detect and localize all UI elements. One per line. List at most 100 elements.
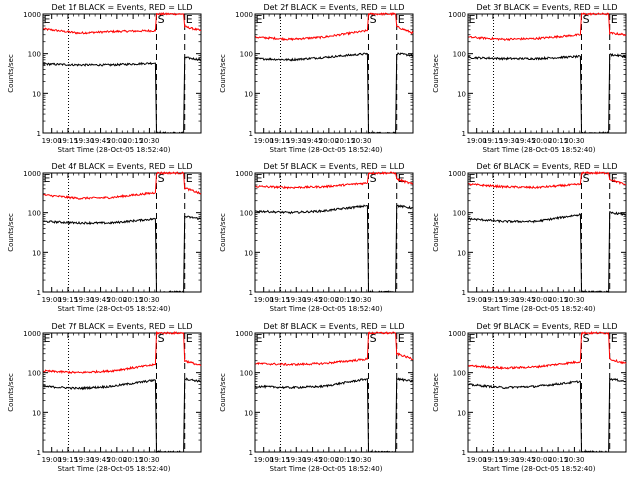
x-axis-label: Start Time (28-Oct-05 18:52:40) [58, 146, 171, 154]
marker-label: E [186, 13, 193, 26]
marker-label: E [398, 332, 405, 345]
panel-title: Det 9f BLACK = Events, RED = LLD [476, 322, 617, 331]
marker-label: E [398, 172, 405, 185]
x-tick-label: 19:30 [499, 296, 519, 304]
y-tick-label: 1 [462, 289, 466, 297]
x-axis-label: Start Time (28-Oct-05 18:52:40) [483, 146, 596, 154]
marker-label: S [158, 172, 165, 185]
x-tick-label: 19:30 [74, 296, 94, 304]
events-series-line [468, 377, 626, 453]
x-tick-label: 20:15 [335, 456, 355, 464]
x-tick-label: 19:45 [302, 296, 322, 304]
lld-series-line [255, 331, 414, 367]
y-tick-label: 1000 [235, 170, 253, 178]
x-tick-label: 20:00 [107, 456, 127, 464]
x-tick-label: 19:30 [499, 137, 519, 145]
y-tick-label: 100 [453, 51, 466, 59]
y-tick-label: 1000 [23, 330, 41, 338]
y-tick-label: 10 [32, 249, 41, 257]
y-tick-label: 1000 [23, 11, 41, 19]
y-tick-label: 100 [240, 51, 253, 59]
plot-frame [254, 172, 414, 293]
x-tick-label: 20:30 [351, 456, 371, 464]
chart-panel-7: Det 7f BLACK = Events, RED = LLD 1 10 100 10… [7, 322, 202, 473]
x-tick-label: 20:30 [139, 456, 159, 464]
lld-series-line [255, 11, 414, 42]
marker-label: E [44, 13, 51, 26]
x-tick-label: 19:15 [270, 296, 290, 304]
x-tick-label: 20:00 [532, 456, 552, 464]
events-series-line [468, 52, 627, 134]
x-axis-label: Start Time (28-Oct-05 18:52:40) [270, 305, 383, 313]
x-tick-label: 20:30 [564, 137, 584, 145]
x-axis-label: Start Time (28-Oct-05 18:52:40) [270, 465, 383, 473]
y-tick-label: 10 [32, 409, 41, 417]
x-axis-label: Start Time (28-Oct-05 18:52:40) [58, 465, 171, 473]
x-axis-label: Start Time (28-Oct-05 18:52:40) [58, 305, 171, 313]
chart-panel-8: Det 8f BLACK = Events, RED = LLD 1 10 100 10… [219, 322, 414, 473]
plot-frame [254, 13, 414, 134]
y-axis-label: Counts/sec [7, 213, 15, 252]
panel-title: Det 6f BLACK = Events, RED = LLD [476, 162, 617, 171]
y-tick-label: 1 [37, 289, 41, 297]
y-tick-label: 100 [28, 370, 41, 378]
x-tick-label: 19:00 [254, 137, 274, 145]
marker-label: S [370, 332, 377, 345]
y-tick-label: 10 [457, 90, 466, 98]
panel-title: Det 2f BLACK = Events, RED = LLD [263, 3, 404, 12]
x-tick-label: 20:15 [335, 296, 355, 304]
x-axis-label: Start Time (28-Oct-05 18:52:40) [483, 465, 596, 473]
x-tick-label: 19:15 [483, 296, 503, 304]
y-axis-label: Counts/sec [219, 54, 227, 93]
x-tick-label: 19:15 [58, 137, 78, 145]
x-tick-label: 19:15 [483, 137, 503, 145]
marker-label: S [583, 172, 590, 185]
panel-title: Det 3f BLACK = Events, RED = LLD [476, 3, 617, 12]
x-tick-label: 19:45 [515, 296, 535, 304]
lld-series-line [43, 330, 202, 375]
x-tick-label: 19:45 [90, 137, 110, 145]
chart-panel-6: Det 6f BLACK = Events, RED = LLD 1 10 100 10… [432, 162, 627, 313]
marker-label: E [256, 332, 263, 345]
y-tick-label: 10 [244, 249, 253, 257]
y-tick-label: 100 [453, 210, 466, 218]
x-tick-label: 20:30 [139, 137, 159, 145]
x-tick-label: 19:00 [42, 137, 62, 145]
x-tick-label: 19:30 [499, 456, 519, 464]
lld-series-line [43, 11, 202, 35]
y-tick-label: 1000 [448, 330, 466, 338]
y-axis-label: Counts/sec [432, 373, 440, 412]
lld-series-line [468, 330, 627, 371]
x-tick-label: 20:00 [532, 296, 552, 304]
panel-title: Det 5f BLACK = Events, RED = LLD [263, 162, 404, 171]
y-axis-label: Counts/sec [7, 54, 15, 93]
x-tick-label: 19:00 [254, 296, 274, 304]
marker-label: S [158, 332, 165, 345]
y-axis-label: Counts/sec [7, 373, 15, 412]
x-tick-label: 20:30 [139, 296, 159, 304]
x-tick-label: 20:00 [532, 137, 552, 145]
lld-series-line [468, 170, 627, 190]
events-series-line [468, 211, 627, 293]
plot-frame [467, 13, 627, 134]
chart-panel-5: Det 5f BLACK = Events, RED = LLD 1 10 100 10… [219, 162, 414, 313]
marker-label: E [186, 172, 193, 185]
x-tick-label: 19:30 [74, 456, 94, 464]
chart-panel-3: Det 3f BLACK = Events, RED = LLD 1 10 100 10… [432, 3, 627, 154]
marker-label: S [370, 172, 377, 185]
chart-panel-4: Det 4f BLACK = Events, RED = LLD 1 10 100 10… [7, 162, 202, 313]
panel-title: Det 7f BLACK = Events, RED = LLD [51, 322, 192, 331]
x-axis-label: Start Time (28-Oct-05 18:52:40) [270, 146, 383, 154]
y-tick-label: 10 [244, 409, 253, 417]
marker-label: E [469, 332, 476, 345]
chart-panel-1: Det 1f BLACK = Events, RED = LLD 1 10 100 10… [7, 3, 202, 154]
y-tick-label: 1 [462, 130, 466, 138]
x-tick-label: 20:15 [123, 296, 143, 304]
y-tick-label: 100 [28, 51, 41, 59]
x-tick-label: 19:00 [467, 456, 487, 464]
y-tick-label: 1000 [235, 11, 253, 19]
x-tick-label: 19:15 [270, 456, 290, 464]
y-tick-label: 100 [240, 370, 253, 378]
x-tick-label: 20:30 [564, 456, 584, 464]
